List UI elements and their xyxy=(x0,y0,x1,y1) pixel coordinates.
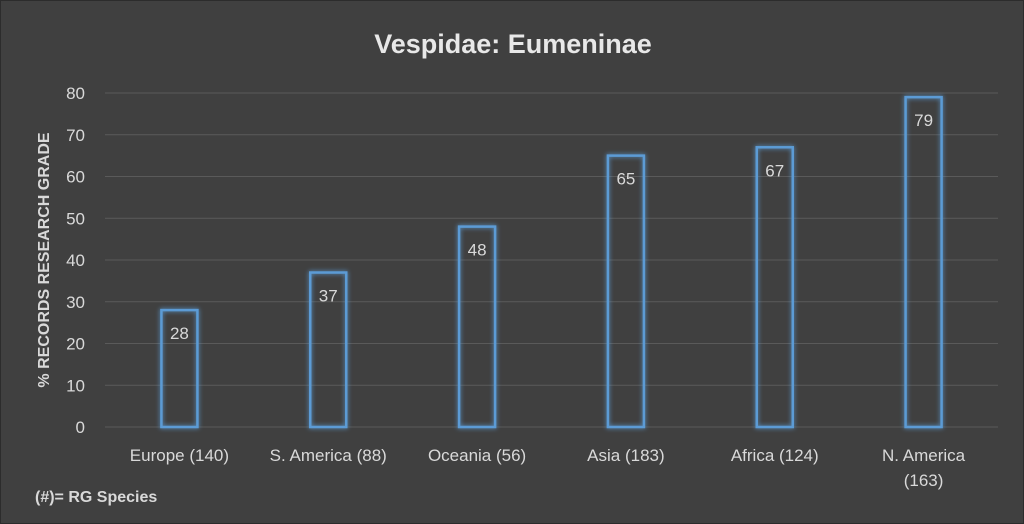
y-axis-label: % RECORDS RESEARCH GRADE xyxy=(36,132,53,387)
y-tick-label: 50 xyxy=(66,209,85,228)
data-label: 79 xyxy=(914,111,933,130)
data-label: 48 xyxy=(468,241,487,260)
data-labels: 28 37 48 65 67 79 xyxy=(170,111,933,343)
bars xyxy=(160,95,943,429)
x-category-label: (163) xyxy=(904,471,944,490)
y-tick-label: 40 xyxy=(66,251,85,270)
y-tick-label: 80 xyxy=(66,84,85,103)
gridlines xyxy=(105,92,998,428)
bar xyxy=(309,271,348,429)
data-label: 65 xyxy=(616,170,635,189)
chart-title: Vespidae: Eumeninae xyxy=(374,29,652,59)
bar xyxy=(457,225,497,429)
y-tick-label: 30 xyxy=(66,293,85,312)
x-category-label: Asia (183) xyxy=(587,446,664,465)
y-tick-label: 20 xyxy=(66,335,85,354)
y-tick-label: 60 xyxy=(66,168,85,187)
x-category-label: Oceania (56) xyxy=(428,446,526,465)
x-category-label: S. America (88) xyxy=(270,446,387,465)
footnote: (#)= RG Species xyxy=(35,489,157,506)
bar xyxy=(160,308,199,429)
y-tick-label: 0 xyxy=(76,418,85,437)
bar xyxy=(606,154,646,429)
data-label: 37 xyxy=(319,287,338,306)
x-category-label: Europe (140) xyxy=(130,446,229,465)
y-tick-label: 70 xyxy=(66,126,85,145)
bar xyxy=(755,146,794,429)
data-label: 67 xyxy=(765,161,784,180)
y-axis-ticks: 0 10 20 30 40 50 60 70 80 xyxy=(66,84,85,437)
y-tick-label: 10 xyxy=(66,376,85,395)
bar xyxy=(904,95,943,429)
x-axis-categories: Europe (140) S. America (88) Oceania (56) A… xyxy=(130,446,966,490)
x-category-label: N. America xyxy=(882,446,966,465)
data-label: 28 xyxy=(170,324,189,343)
x-category-label: Africa (124) xyxy=(731,446,819,465)
